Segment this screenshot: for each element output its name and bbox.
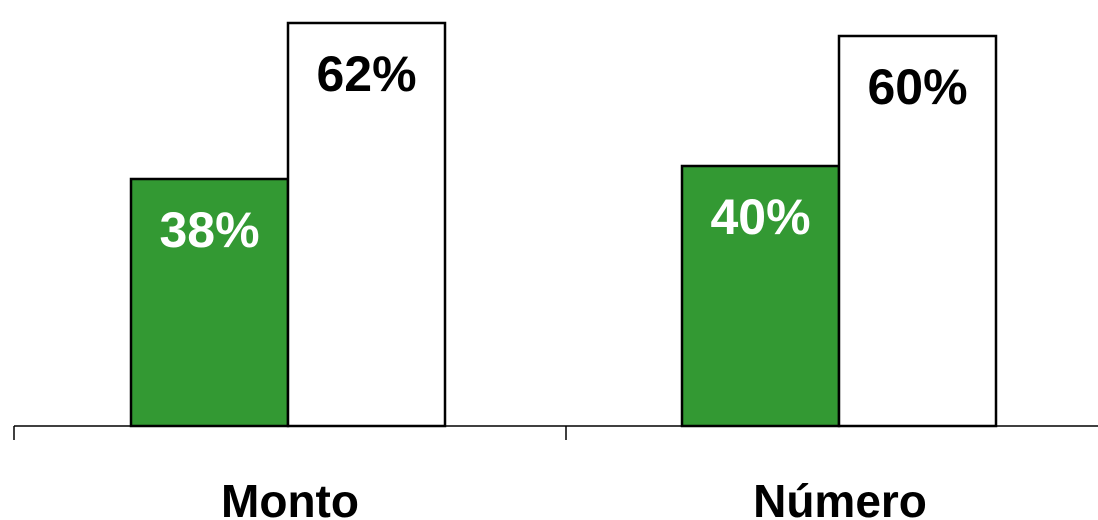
bar-numero-series-1: [837, 34, 998, 428]
data-label-numero-series-1: 60%: [867, 59, 967, 115]
bar-monto-series-1: [286, 21, 447, 428]
bar-monto-series-0: [129, 177, 290, 428]
data-label-monto-series-0: 38%: [159, 202, 259, 258]
category-label-numero: Número: [753, 475, 927, 520]
bars-layer: 38% 62% 40% 60%: [129, 21, 998, 428]
category-label-monto: Monto: [221, 475, 359, 520]
x-axis: [13, 425, 1098, 440]
bar-numero-series-0: [680, 164, 841, 428]
data-label-numero-series-0: 40%: [710, 189, 810, 245]
labels-layer: Monto Número: [221, 475, 927, 520]
data-label-monto-series-1: 62%: [316, 46, 416, 102]
